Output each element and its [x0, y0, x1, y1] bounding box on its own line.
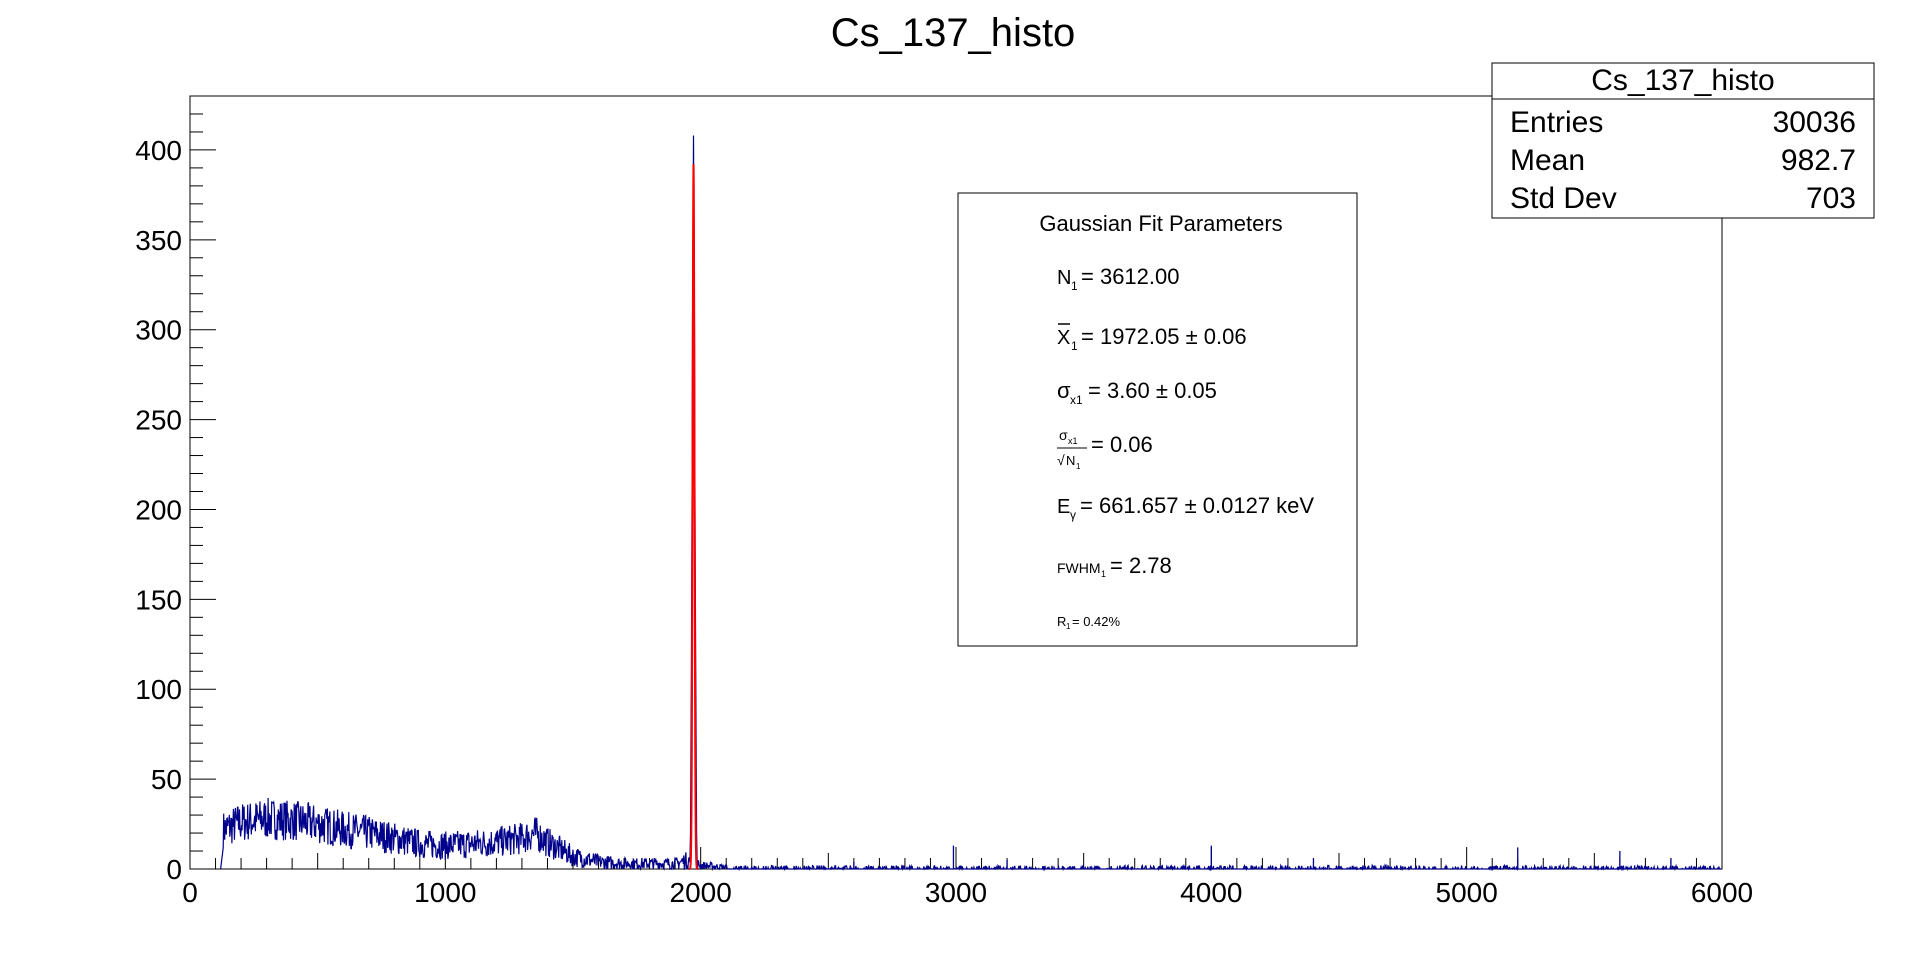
- y-tick-label: 200: [135, 494, 182, 525]
- stats-label-entries: Entries: [1510, 106, 1603, 139]
- x-tick-label: 2000: [670, 877, 732, 908]
- fit-energy-symbol: E: [1057, 496, 1070, 518]
- stats-label-mean: Mean: [1510, 144, 1585, 177]
- fit-sigma-subscript: x1: [1070, 393, 1083, 407]
- fit-ratio-sqrt-symbol: √: [1057, 452, 1065, 468]
- fit-fwhm-value: = 2.78: [1110, 553, 1172, 578]
- stats-value-mean: 982.7: [1781, 144, 1856, 177]
- fit-mean-symbol: X: [1057, 327, 1070, 349]
- chart-title: Cs_137_histo: [831, 11, 1076, 55]
- fit-mean-subscript: 1: [1071, 339, 1078, 353]
- fit-ratio-denominator-subscript: 1: [1076, 462, 1081, 471]
- fit-sigma-symbol: σ: [1057, 378, 1071, 403]
- fit-n-value: = 3612.00: [1081, 264, 1179, 289]
- fit-mean-value: = 1972.05 ± 0.06: [1081, 324, 1247, 349]
- fit-resolution-subscript: 1: [1066, 622, 1071, 631]
- y-tick-label: 100: [135, 674, 182, 705]
- y-tick-label: 300: [135, 315, 182, 346]
- x-tick-label: 3000: [925, 877, 987, 908]
- fit-fwhm-subscript: 1: [1101, 569, 1106, 579]
- stats-value-stddev: 703: [1806, 182, 1856, 215]
- fit-resolution-value: = 0.42%: [1072, 614, 1121, 629]
- histogram-line: [220, 135, 1722, 872]
- y-tick-label: 150: [135, 584, 182, 615]
- fit-resolution-symbol: R: [1057, 614, 1066, 629]
- y-tick-labels: 0 50 100 150 200 250 300 350 400: [135, 135, 182, 885]
- histogram-spikes: [853, 845, 1672, 869]
- stats-box: Cs_137_histo Entries 30036 Mean 982.7 St…: [1491, 62, 1875, 219]
- fit-ratio-denominator-symbol: N: [1066, 453, 1075, 468]
- y-tick-label: 400: [135, 135, 182, 166]
- x-tick-label: 4000: [1180, 877, 1242, 908]
- fit-ratio-value: = 0.06: [1091, 432, 1153, 457]
- fit-ratio-numerator-subscript: x1: [1068, 436, 1078, 446]
- gaussian-fit-line: [688, 164, 699, 870]
- histogram-series: [220, 135, 1722, 872]
- stats-value-entries: 30036: [1773, 106, 1856, 139]
- stats-label-stddev: Std Dev: [1510, 182, 1617, 215]
- y-tick-label: 50: [151, 764, 182, 795]
- y-tick-label: 0: [166, 854, 182, 885]
- x-tick-label: 5000: [1436, 877, 1498, 908]
- x-tick-labels: 0 1000 2000 3000 4000 5000 6000: [182, 877, 1753, 908]
- fit-ratio-numerator-symbol: σ: [1059, 427, 1068, 443]
- fit-sigma-value: = 3.60 ± 0.05: [1088, 378, 1217, 403]
- fit-box-title: Gaussian Fit Parameters: [1039, 211, 1282, 236]
- fit-parameters-box: Gaussian Fit Parameters N 1 = 3612.00 X …: [957, 192, 1358, 647]
- y-tick-label: 250: [135, 405, 182, 436]
- fit-fwhm-symbol: FWHM: [1057, 560, 1101, 576]
- x-tick-label: 0: [182, 877, 198, 908]
- stats-title: Cs_137_histo: [1591, 64, 1774, 97]
- fit-n-symbol: N: [1057, 267, 1071, 289]
- fit-energy-subscript: γ: [1070, 508, 1076, 522]
- fit-energy-value: = 661.657 ± 0.0127 keV: [1080, 493, 1314, 518]
- fit-n-subscript: 1: [1071, 279, 1078, 293]
- x-tick-label: 6000: [1691, 877, 1753, 908]
- x-tick-label: 1000: [414, 877, 476, 908]
- y-tick-label: 350: [135, 225, 182, 256]
